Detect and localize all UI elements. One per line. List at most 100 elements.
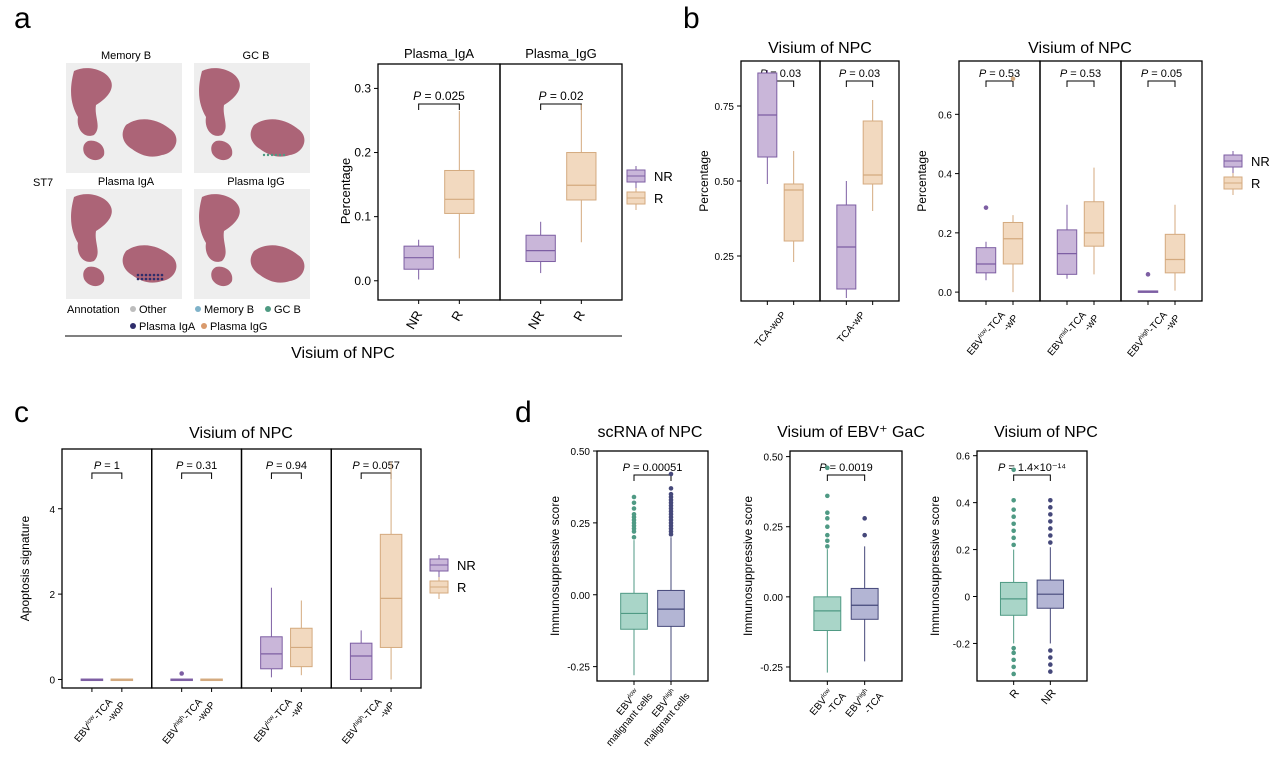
box-outlier: [1010, 76, 1016, 82]
tissue-section: [211, 266, 233, 287]
box-iqr: [379, 533, 403, 648]
legend-label-r: R: [1251, 176, 1260, 191]
facet-strip-label: Plasma_IgA: [404, 46, 474, 61]
box-outlier: [1011, 521, 1016, 527]
p-value-label: P = 0.94: [266, 460, 307, 472]
y-tick-label: 0.6: [938, 110, 952, 121]
y-tick-label: 0.3: [354, 81, 371, 95]
panel-c-title: Visium of NPC: [189, 425, 293, 442]
box-outlier: [1048, 533, 1053, 538]
box-iqr: [444, 169, 475, 214]
annotation-label: Other: [139, 304, 167, 316]
iga-spot: [156, 277, 160, 281]
gcb-spot: [274, 153, 278, 157]
y-tick-label: 2: [49, 590, 55, 601]
box-outlier: [1048, 655, 1053, 660]
significance-bracket: [1066, 80, 1095, 87]
annotation-label: Plasma IgG: [210, 321, 267, 333]
box-outlier: [1048, 519, 1053, 524]
box-iqr: [657, 589, 685, 627]
box-outlier: [631, 494, 637, 500]
box-group: [200, 678, 223, 682]
y-tick-label: -0.25: [567, 663, 590, 674]
y-tick-label: 0.0: [354, 274, 371, 288]
box-iqr: [783, 183, 804, 242]
panel-label-c: c: [14, 396, 29, 429]
panel-b-right-title: Visium of NPC: [1028, 40, 1132, 57]
y-tick-label: 0.50: [715, 177, 735, 188]
facet-frame: [819, 60, 900, 302]
annotation-swatch: [195, 306, 201, 312]
box-outlier: [1048, 648, 1053, 653]
box-group: [975, 205, 997, 281]
p-value-label: P = 0.02: [538, 89, 583, 103]
spatial-title-plasma-iga: Plasma IgA: [98, 176, 155, 188]
tissue-section: [199, 194, 240, 262]
box-outlier: [1011, 664, 1016, 670]
box-outlier: [1011, 645, 1016, 651]
y-axis-label: Percentage: [697, 150, 711, 212]
y-tick-label: 0.00: [571, 591, 591, 602]
box-group: [80, 678, 104, 682]
facet-x-label: EBVlow-TCA: [964, 309, 1008, 358]
box-group: [1002, 76, 1024, 293]
x-tick-label: R: [448, 308, 466, 324]
iga-spot: [136, 273, 140, 277]
annotation-label: Plasma IgA: [139, 321, 196, 333]
box-outlier: [1048, 505, 1053, 510]
x-tick-label: NR: [525, 308, 547, 332]
annotation-title: Annotation: [67, 304, 120, 316]
y-tick-label: 0.4: [938, 170, 952, 181]
significance-bracket: [91, 472, 123, 479]
y-tick-label: 0.50: [571, 447, 591, 458]
facet-frame: [976, 450, 1088, 682]
box-outlier: [825, 538, 830, 544]
box-outlier: [1048, 662, 1053, 667]
tissue-section: [250, 119, 305, 157]
iga-spot: [148, 277, 152, 281]
y-tick-label: -0.25: [760, 663, 783, 674]
iga-spot: [140, 273, 144, 277]
x-tick-label: R: [1008, 687, 1022, 701]
box-outlier: [1011, 514, 1016, 520]
box-group: [850, 516, 879, 662]
box-outlier: [825, 465, 830, 471]
box-outlier: [983, 205, 989, 210]
annotation-swatch: [130, 306, 136, 312]
iga-spot: [144, 277, 148, 281]
box-group: [1036, 497, 1065, 674]
tissue-section: [122, 119, 177, 157]
box-group: [110, 678, 134, 682]
spatial-map: [66, 63, 182, 173]
significance-bracket: [633, 474, 672, 481]
p-value-label: P = 0.025: [413, 89, 465, 103]
box-group: [757, 70, 778, 184]
iga-spot: [152, 273, 156, 277]
box-group: [379, 461, 403, 680]
panel-label-a: a: [14, 2, 31, 35]
box-group: [999, 467, 1028, 677]
facet-x-label: EBVhigh-TCA: [1125, 309, 1170, 360]
box-outlier: [631, 506, 637, 511]
panel-d-title-scrna: scRNA of NPC: [598, 424, 703, 441]
significance-bracket: [540, 103, 582, 110]
facet-frame: [499, 63, 623, 301]
spatial-map: [194, 189, 310, 299]
significance-bracket: [985, 80, 1014, 87]
facet-x-label: TCA-woP: [753, 310, 789, 350]
panel-d-gac-boxplot: -0.25 0.00 0.25 0.50 Immunosuppressive score…: [741, 450, 903, 720]
box-group: [1056, 204, 1078, 279]
significance-bracket: [845, 80, 874, 87]
box-group: [260, 587, 283, 678]
iga-spot: [148, 273, 152, 277]
box-group: [657, 471, 685, 681]
gcb-spot: [270, 153, 274, 157]
box-group: [1164, 204, 1186, 291]
facet-frame: [958, 60, 1041, 302]
box-outlier: [1011, 650, 1016, 656]
tissue-section: [199, 68, 240, 136]
gcb-spot: [282, 153, 286, 157]
iga-spot: [152, 277, 156, 281]
box-iqr: [525, 234, 556, 263]
